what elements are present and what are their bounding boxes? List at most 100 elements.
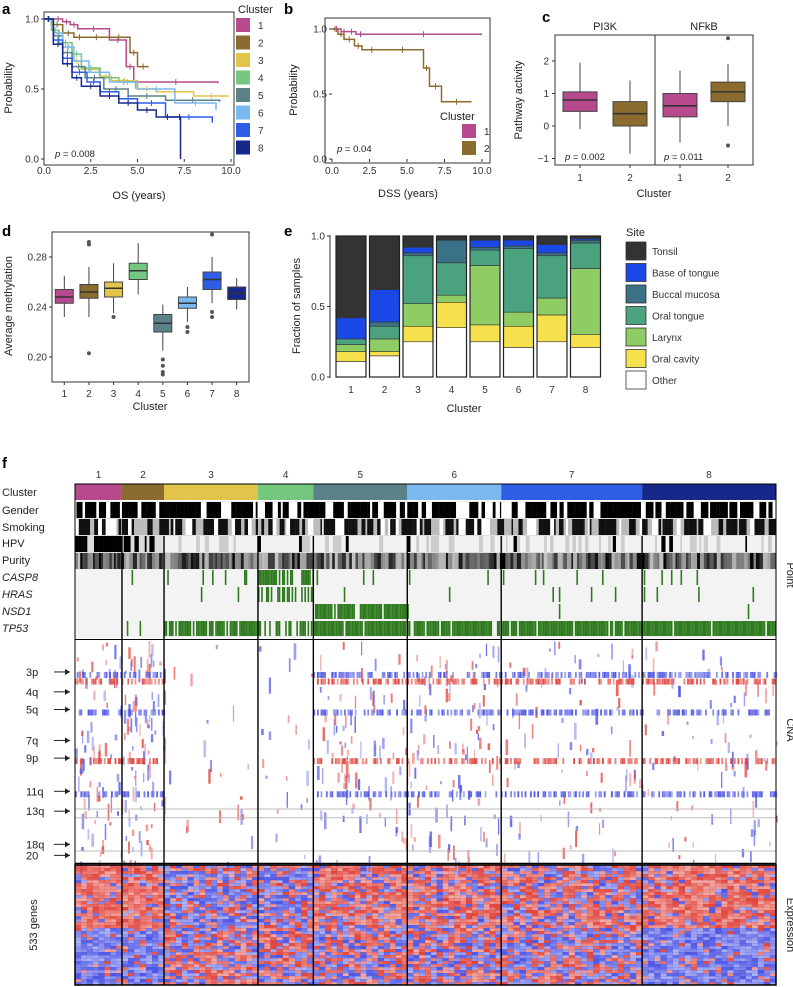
panel-letter-a: a: [2, 1, 11, 18]
panel-f-expression-cell: [146, 973, 153, 977]
panel-f-hpv-cell: [301, 536, 306, 552]
panel-c-pvalue-pi3k-symbol: p: [564, 152, 570, 163]
panel-f-expression-cell: [228, 880, 235, 884]
panel-f-cna-cell: [672, 838, 675, 852]
panel-f-mutation-tp53: [442, 621, 445, 636]
panel-f-smoking-cell: [723, 519, 727, 535]
panel-f-expression-cell: [139, 889, 147, 893]
panel-f-cna-cell: [125, 670, 127, 674]
panel-e-bar-4-oral-cavity: [436, 301, 467, 328]
panel-f-expression-cell: [210, 943, 218, 947]
panel-f-mutation-nsd1: [370, 604, 373, 619]
panel-f-mutation-tp53: [342, 621, 344, 636]
panel-f-expression-cell: [336, 892, 343, 896]
panel-f-cna-band-4: [374, 791, 377, 798]
panel-f-expression-cell: [222, 925, 229, 929]
panel-f-cna-band-3: [705, 709, 707, 716]
panel-f-expression-cell: [92, 880, 99, 884]
panel-f-cna-band-3: [690, 709, 693, 716]
panel-f-expression-cell: [80, 907, 88, 911]
panel-f-expression-cell: [169, 976, 177, 980]
panel-f-expression-cell: [121, 940, 129, 944]
panel-f-mutation-tp53: [220, 621, 222, 636]
panel-f-cna-band-4: [759, 791, 761, 798]
panel-f-smoking-cell: [456, 519, 459, 535]
panel-f-cna-cell: [629, 740, 631, 757]
panel-f-cna-band-3: [750, 709, 752, 716]
panel-f-hpv-cell: [478, 536, 484, 552]
panel-f-expression-cell: [216, 910, 224, 914]
panel-f-cna-band-0: [669, 671, 671, 678]
panel-f-cna-cell: [352, 803, 355, 810]
panel-f-cna-band-1: [724, 678, 727, 685]
panel-f-expression-cell: [222, 868, 229, 872]
panel-f-smoking-cell: [255, 519, 259, 535]
panel-f-cna-cell: [684, 837, 687, 842]
panel-f-expression-cell: [152, 892, 159, 896]
panel-f-cna-band-0: [519, 671, 522, 678]
panel-f-hpv-cell: [557, 536, 562, 552]
panel-f-cna-band-4: [629, 791, 631, 798]
panel-f-expression-cell: [110, 895, 117, 899]
panel-f-mutation-tp53: [694, 621, 697, 636]
panel-f-cna-band-3: [481, 709, 483, 716]
panel-f-smoking-cell: [195, 519, 200, 535]
panel-f-gender-cell: [475, 502, 479, 518]
panel-f-expression-cell: [222, 940, 229, 944]
panel-f-expression-cell: [187, 964, 194, 968]
panel-f-cna-band-0: [625, 671, 628, 678]
panel-f-expression-cell: [276, 874, 283, 878]
panel-f-cna-band-3: [517, 709, 520, 716]
panel-f-expression-cell: [127, 940, 135, 944]
panel-f-cna-band-1: [773, 678, 776, 685]
panel-f-expression-cell: [270, 874, 277, 878]
panel-f-smoking-cell: [538, 519, 541, 535]
panel-f-expression-cell: [104, 895, 111, 899]
panel-f-cna-cell: [616, 707, 619, 711]
panel-f-hpv-cell: [174, 536, 179, 552]
panel-f-expression-cell: [199, 931, 206, 935]
panel-f-expression-cell: [139, 868, 147, 872]
panel-f-mutation-tp53: [518, 621, 521, 636]
panel-f-cna-band-2: [665, 758, 668, 765]
panel-f-expression-cell: [257, 916, 265, 920]
panel-f-cna-band-1: [712, 678, 715, 685]
panel-f-purity-cell: [743, 553, 748, 569]
panel-f-expression-cell: [187, 907, 194, 911]
panel-f-mutation-tp53: [626, 621, 628, 636]
panel-f-expression-cell: [86, 892, 93, 896]
panel-f-expression-cell: [222, 898, 229, 902]
panel-f-cna-band-1: [457, 678, 460, 685]
panel-f-purity-cell: [653, 553, 658, 569]
panel-f-expression-cell: [193, 949, 200, 953]
panel-f-expression-cell: [234, 913, 241, 917]
panel-f-expression-cell: [127, 979, 135, 983]
panel-f-expression-cell: [158, 898, 165, 902]
panel-f-cna-band-1: [737, 678, 740, 685]
panel-b-ticks: 0.0 2.5 5.0 7.5 10.00.00.51.0: [313, 25, 492, 178]
panel-f-cna-cell: [492, 645, 495, 658]
panel-f-expression-cell: [181, 904, 188, 908]
panel-f-cna-cell: [488, 760, 491, 774]
panel-f-expression-cell: [234, 949, 241, 953]
panel-f-cna-cell: [208, 769, 211, 784]
panel-a-ylabel: Probability: [3, 62, 15, 114]
panel-f-expression-cell: [133, 925, 141, 929]
panel-f-expression-cell: [222, 982, 229, 986]
panel-f-expression-cell: [181, 946, 188, 950]
panel-f-expression-cell: [377, 889, 385, 893]
panel-f-expression-cell: [313, 895, 320, 899]
panel-f-expression-cell: [152, 949, 159, 953]
panel-f-expression-cell: [270, 916, 277, 920]
panel-f-expression-cell: [288, 946, 296, 950]
panel-f-expression-cell: [199, 943, 206, 947]
panel-f-expression-cell: [116, 892, 123, 896]
panel-a-pvalue-symbol: p: [54, 149, 60, 160]
panel-f-cna-band-3: [376, 709, 379, 716]
panel-f-expression-cell: [104, 889, 111, 893]
panel-f-purity-cell: [675, 553, 678, 569]
panel-f-cna-cell: [428, 836, 432, 853]
panel-f-gender-cell: [485, 502, 489, 518]
panel-f-mutation-hras: [558, 587, 561, 602]
panel-e-bars: [335, 235, 602, 378]
